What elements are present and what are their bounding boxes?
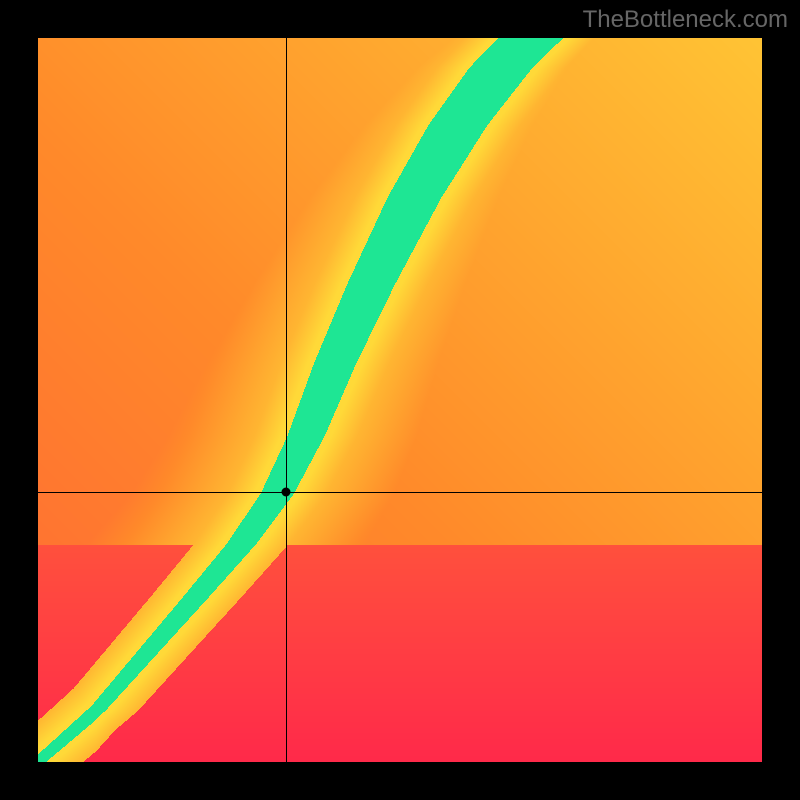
marker-dot — [282, 487, 291, 496]
plot-area — [38, 38, 762, 762]
crosshair-vertical — [286, 38, 287, 762]
crosshair-horizontal — [38, 492, 762, 493]
watermark-text: TheBottleneck.com — [583, 6, 788, 34]
heatmap-canvas — [38, 38, 762, 762]
